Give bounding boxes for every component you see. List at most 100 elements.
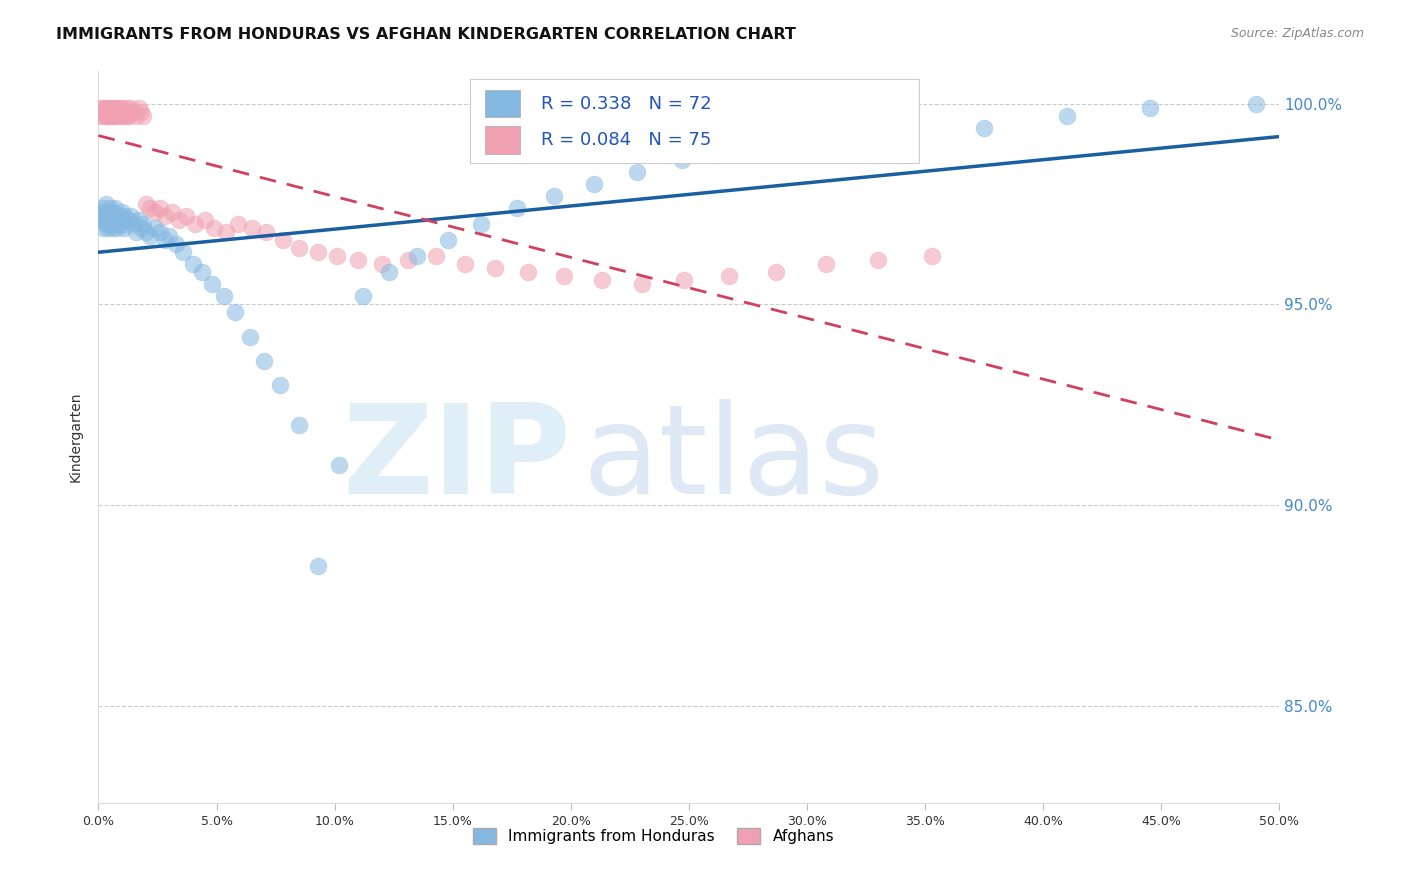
Point: [378, 265, 401, 279]
Point: [91, 205, 114, 219]
Point: [226, 217, 249, 231]
Point: [921, 249, 943, 263]
Point: [132, 217, 155, 231]
Point: [105, 104, 128, 119]
Point: [91, 221, 114, 235]
Point: [90, 104, 112, 119]
Point: [121, 209, 143, 223]
Point: [139, 229, 162, 244]
Point: [122, 217, 145, 231]
Point: [98, 209, 121, 223]
Point: [425, 249, 447, 263]
Point: [271, 233, 294, 247]
Point: [326, 249, 349, 263]
Point: [253, 353, 276, 368]
Point: [94, 104, 117, 119]
Point: [973, 120, 995, 135]
Point: [406, 249, 429, 263]
Point: [167, 213, 190, 227]
Point: [201, 277, 224, 292]
Point: [671, 153, 693, 167]
Point: [101, 221, 124, 235]
Point: [371, 257, 394, 271]
Point: [153, 209, 176, 223]
Point: [115, 101, 138, 115]
Point: [97, 104, 120, 119]
Point: [215, 225, 238, 239]
Point: [105, 213, 128, 227]
Point: [135, 197, 157, 211]
Point: [98, 101, 121, 115]
Point: [172, 245, 194, 260]
FancyBboxPatch shape: [485, 126, 520, 154]
Point: [125, 225, 148, 239]
Point: [101, 213, 124, 227]
Point: [125, 109, 148, 123]
Point: [94, 217, 117, 231]
Point: [115, 217, 138, 231]
Point: [115, 109, 138, 123]
Point: [111, 213, 134, 227]
Point: [111, 101, 134, 115]
Point: [98, 217, 121, 231]
Point: [98, 109, 121, 123]
Point: [97, 213, 120, 227]
Point: [143, 221, 166, 235]
Y-axis label: Kindergarten: Kindergarten: [69, 392, 83, 483]
Point: [328, 458, 350, 473]
Point: [122, 104, 145, 119]
Point: [108, 209, 131, 223]
Point: [553, 269, 575, 284]
Point: [396, 253, 419, 268]
Point: [121, 101, 143, 115]
Text: R = 0.084   N = 75: R = 0.084 N = 75: [541, 131, 711, 149]
Point: [91, 109, 114, 123]
Point: [118, 109, 141, 123]
Point: [814, 257, 837, 271]
Point: [890, 128, 912, 143]
Point: [108, 217, 131, 231]
Point: [104, 101, 127, 115]
Point: [111, 109, 134, 123]
Point: [128, 213, 150, 227]
Point: [91, 201, 114, 215]
Point: [718, 269, 741, 284]
Point: [160, 205, 183, 219]
Point: [543, 189, 565, 203]
Text: IMMIGRANTS FROM HONDURAS VS AFGHAN KINDERGARTEN CORRELATION CHART: IMMIGRANTS FROM HONDURAS VS AFGHAN KINDE…: [56, 27, 796, 42]
Point: [104, 201, 127, 215]
Point: [184, 217, 207, 231]
Point: [112, 109, 135, 123]
Point: [98, 104, 121, 119]
Point: [129, 104, 152, 119]
FancyBboxPatch shape: [471, 78, 920, 163]
Point: [97, 221, 120, 235]
Point: [104, 217, 127, 231]
Point: [181, 257, 204, 271]
Point: [149, 225, 172, 239]
Point: [288, 417, 311, 432]
Point: [108, 101, 131, 115]
Point: [94, 197, 117, 211]
Point: [101, 104, 124, 119]
Point: [111, 205, 134, 219]
Point: [139, 201, 162, 215]
Point: [90, 109, 112, 123]
Point: [591, 273, 613, 287]
Point: [149, 201, 172, 215]
Point: [484, 261, 506, 276]
Point: [94, 101, 117, 115]
Point: [288, 241, 311, 255]
Point: [505, 201, 527, 215]
Point: [104, 109, 127, 123]
Point: [437, 233, 460, 247]
Point: [91, 104, 114, 119]
Point: [748, 145, 770, 159]
Point: [105, 221, 128, 235]
Point: [118, 104, 141, 119]
Text: atlas: atlas: [582, 399, 884, 519]
Point: [626, 165, 648, 179]
Point: [97, 205, 120, 219]
Point: [820, 136, 842, 151]
Point: [101, 101, 124, 115]
